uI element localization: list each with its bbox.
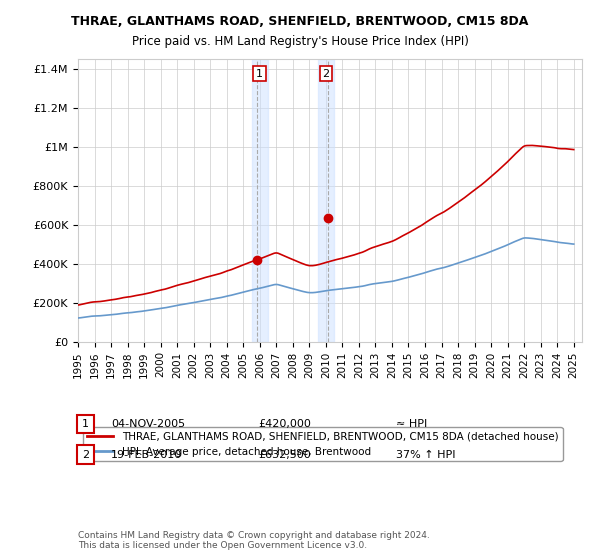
FancyBboxPatch shape bbox=[77, 414, 94, 433]
Text: 1: 1 bbox=[82, 419, 89, 429]
Text: 2: 2 bbox=[82, 450, 89, 460]
Text: 19-FEB-2010: 19-FEB-2010 bbox=[111, 450, 182, 460]
Text: £420,000: £420,000 bbox=[258, 419, 311, 429]
Text: £632,500: £632,500 bbox=[258, 450, 311, 460]
Text: 1: 1 bbox=[256, 69, 263, 79]
Text: 37% ↑ HPI: 37% ↑ HPI bbox=[396, 450, 455, 460]
Text: Contains HM Land Registry data © Crown copyright and database right 2024.
This d: Contains HM Land Registry data © Crown c… bbox=[78, 530, 430, 550]
Text: 2: 2 bbox=[322, 69, 329, 79]
Text: ≈ HPI: ≈ HPI bbox=[396, 419, 427, 429]
Legend: THRAE, GLANTHAMS ROAD, SHENFIELD, BRENTWOOD, CM15 8DA (detached house), HPI: Ave: THRAE, GLANTHAMS ROAD, SHENFIELD, BRENTW… bbox=[83, 427, 563, 461]
Text: THRAE, GLANTHAMS ROAD, SHENFIELD, BRENTWOOD, CM15 8DA: THRAE, GLANTHAMS ROAD, SHENFIELD, BRENTW… bbox=[71, 15, 529, 27]
FancyBboxPatch shape bbox=[77, 445, 94, 464]
Bar bbox=[251, 59, 268, 342]
Bar bbox=[317, 59, 334, 342]
Text: Price paid vs. HM Land Registry's House Price Index (HPI): Price paid vs. HM Land Registry's House … bbox=[131, 35, 469, 48]
Text: 04-NOV-2005: 04-NOV-2005 bbox=[111, 419, 185, 429]
